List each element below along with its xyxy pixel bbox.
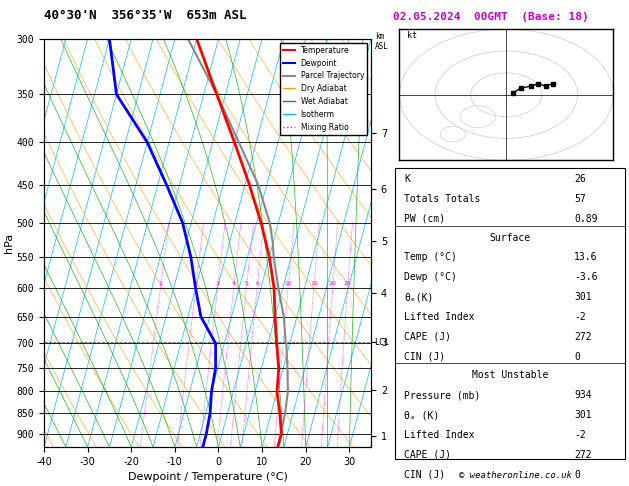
Text: 2: 2 <box>194 280 198 286</box>
Text: 0: 0 <box>574 469 580 480</box>
Text: -2: -2 <box>574 430 586 440</box>
Legend: Temperature, Dewpoint, Parcel Trajectory, Dry Adiabat, Wet Adiabat, Isotherm, Mi: Temperature, Dewpoint, Parcel Trajectory… <box>280 43 367 135</box>
Text: 0: 0 <box>574 351 580 362</box>
Text: Lifted Index: Lifted Index <box>404 312 475 322</box>
Text: Temp (°C): Temp (°C) <box>404 252 457 262</box>
Text: -3.6: -3.6 <box>574 272 598 282</box>
Text: 40°30'N  356°35'W  653m ASL: 40°30'N 356°35'W 653m ASL <box>44 9 247 22</box>
Text: θₑ(K): θₑ(K) <box>404 292 433 302</box>
Text: 13.6: 13.6 <box>574 252 598 262</box>
Text: LCL: LCL <box>374 338 389 347</box>
Text: PW (cm): PW (cm) <box>404 214 445 224</box>
Text: CIN (J): CIN (J) <box>404 469 445 480</box>
Text: Surface: Surface <box>489 233 530 243</box>
Text: 25: 25 <box>343 280 352 286</box>
Text: 20: 20 <box>329 280 337 286</box>
Text: -2: -2 <box>574 312 586 322</box>
Text: CIN (J): CIN (J) <box>404 351 445 362</box>
Text: Lifted Index: Lifted Index <box>404 430 475 440</box>
Text: 6: 6 <box>255 280 259 286</box>
Text: 272: 272 <box>574 450 592 460</box>
X-axis label: Dewpoint / Temperature (°C): Dewpoint / Temperature (°C) <box>128 472 287 483</box>
Text: 02.05.2024  00GMT  (Base: 18): 02.05.2024 00GMT (Base: 18) <box>393 12 589 22</box>
Text: 934: 934 <box>574 390 592 400</box>
Text: © weatheronline.co.uk: © weatheronline.co.uk <box>459 471 572 480</box>
Text: CAPE (J): CAPE (J) <box>404 450 451 460</box>
Text: 272: 272 <box>574 332 592 342</box>
Text: θₑ (K): θₑ (K) <box>404 410 440 420</box>
Text: 57: 57 <box>574 194 586 204</box>
Y-axis label: hPa: hPa <box>4 233 14 253</box>
FancyBboxPatch shape <box>395 168 625 459</box>
Text: 4: 4 <box>231 280 236 286</box>
Text: 1: 1 <box>159 280 162 286</box>
Text: 10: 10 <box>284 280 292 286</box>
Text: 0.89: 0.89 <box>574 214 598 224</box>
Text: 26: 26 <box>574 174 586 184</box>
Text: 301: 301 <box>574 292 592 302</box>
Text: Most Unstable: Most Unstable <box>472 370 548 381</box>
Text: Totals Totals: Totals Totals <box>404 194 481 204</box>
Text: 301: 301 <box>574 410 592 420</box>
Text: km
ASL: km ASL <box>375 32 389 51</box>
Text: Pressure (mb): Pressure (mb) <box>404 390 481 400</box>
Text: 3: 3 <box>216 280 220 286</box>
Text: 15: 15 <box>310 280 318 286</box>
Text: 5: 5 <box>245 280 248 286</box>
Text: Dewp (°C): Dewp (°C) <box>404 272 457 282</box>
Text: K: K <box>404 174 410 184</box>
Text: kt: kt <box>406 31 416 40</box>
Text: CAPE (J): CAPE (J) <box>404 332 451 342</box>
